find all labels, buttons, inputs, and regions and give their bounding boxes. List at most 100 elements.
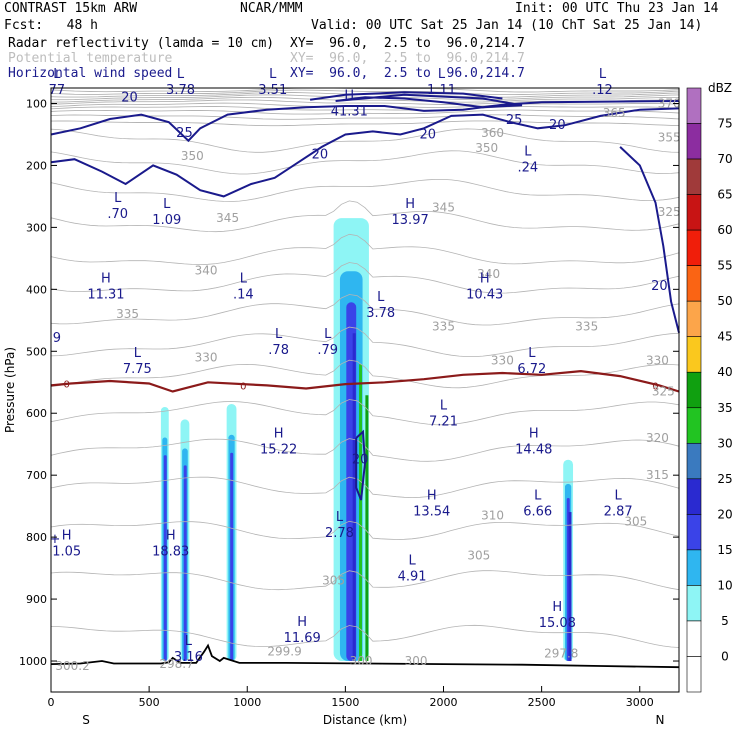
theta-label: 335 <box>575 320 598 334</box>
theta-contour <box>50 399 680 426</box>
theta-contour <box>50 624 680 648</box>
hl-value: 2.78 <box>325 526 354 541</box>
hl-marker: H <box>529 426 539 441</box>
colorbar-swatch <box>686 87 702 124</box>
colorbar-swatch <box>686 478 702 515</box>
theta-label: 325 <box>652 385 675 399</box>
colorbar-label: 75 <box>717 117 732 131</box>
south-label: S <box>82 713 90 727</box>
hl-marker: L <box>438 67 446 82</box>
theta-label: 360 <box>481 126 504 140</box>
theta-label: 355 <box>658 131 681 145</box>
freezing-level: 0 0 0 <box>50 369 680 393</box>
theta-label: 330 <box>646 354 669 368</box>
hl-marker: L <box>269 67 277 82</box>
hl-value: 4.91 <box>398 569 427 584</box>
freezing-level-label: 0 <box>652 381 658 392</box>
hl-marker: L <box>324 327 332 342</box>
wind-contour <box>309 91 503 101</box>
field-theta-xy: XY= 96.0, 2.5 to 96.0,214.7 <box>290 51 525 66</box>
hl-marker: H <box>427 488 437 503</box>
colorbar-label: 25 <box>717 472 732 486</box>
model-title: CONTRAST 15km ARW <box>4 1 138 16</box>
theta-label: 320 <box>646 431 669 445</box>
hl-marker: L <box>599 67 607 82</box>
colorbar-label: 50 <box>717 294 732 308</box>
theta-label: 345 <box>432 201 455 215</box>
hl-marker: L <box>53 67 61 82</box>
hl-value: 15.22 <box>260 442 297 457</box>
x-tick-label: 0 <box>48 696 55 709</box>
reflectivity-cell-3-level-5 <box>365 395 369 662</box>
hl-value: .14 <box>233 287 254 302</box>
colorbar-swatch <box>686 620 702 657</box>
colorbar-swatch <box>686 514 702 551</box>
theta-contour <box>50 570 680 591</box>
hl-marker: H <box>344 89 354 104</box>
hl-value: + <box>49 532 60 547</box>
wind-label: 25 <box>176 126 193 141</box>
theta-label: 299.9 <box>267 645 301 659</box>
colorbar-label: 15 <box>717 543 732 557</box>
wind-contour <box>619 146 680 333</box>
hl-marker: H <box>480 271 490 286</box>
colorbar-swatch <box>686 656 702 693</box>
hl-value: 15.08 <box>539 616 576 631</box>
terrain-line <box>50 643 680 669</box>
x-tick-label: 2500 <box>528 696 556 709</box>
theta-label: 330 <box>195 350 218 364</box>
colorbar-unit: dBZ <box>708 81 732 95</box>
theta-label: 305 <box>624 515 647 529</box>
reflectivity-cell-1-level-2 <box>183 465 187 662</box>
colorbar-swatch <box>686 229 702 266</box>
theta-label: 340 <box>477 267 500 281</box>
y-tick-label: 1000 <box>19 655 47 668</box>
hl-marker: L <box>524 144 532 159</box>
init-time: Init: 00 UTC Thu 23 Jan 14 <box>515 1 719 16</box>
hl-marker: H <box>62 529 72 544</box>
theta-label: 350 <box>181 149 204 163</box>
hl-marker: L <box>177 67 185 82</box>
colorbar-label: 5 <box>721 614 729 628</box>
hl-value: 1.05 <box>52 545 81 560</box>
theta-contour <box>50 179 680 202</box>
colorbar-swatch <box>686 407 702 444</box>
x-tick-label: 1500 <box>331 696 359 709</box>
hl-marker: L <box>528 346 536 361</box>
hl-marker: L <box>440 398 448 413</box>
colorbar-label: 10 <box>717 578 732 592</box>
field-wind-xy: XY= 96.0, 2.5 to 96.0,214.7 <box>290 66 525 81</box>
theta-contour <box>50 326 680 357</box>
colorbar-label: 65 <box>717 188 732 202</box>
theta-label: 335 <box>432 320 455 334</box>
colorbar-label: 70 <box>717 152 732 166</box>
hl-value: .70 <box>107 207 128 222</box>
hl-value: 7.21 <box>429 414 458 429</box>
theta-contours <box>50 87 680 648</box>
colorbar-label: 0 <box>721 649 729 663</box>
colorbar-swatch <box>686 585 702 622</box>
hl-value: 1.09 <box>152 213 181 228</box>
y-tick-label: 100 <box>26 97 47 110</box>
colorbar-swatch <box>686 336 702 373</box>
forecast-hour: Fcst: 48 h <box>4 18 98 33</box>
hl-marker: L <box>240 271 248 286</box>
wind-label: 20 <box>549 118 566 133</box>
freezing-level-label: 0 <box>240 381 246 392</box>
colorbar-swatch <box>686 194 702 231</box>
hl-marker: L <box>163 197 171 212</box>
x-tick-label: 500 <box>139 696 160 709</box>
y-tick-label: 600 <box>26 407 47 420</box>
colorbar-label: 40 <box>717 365 732 379</box>
colorbar-swatch <box>686 300 702 338</box>
theta-label: 310 <box>481 508 504 522</box>
hl-value: 9 <box>53 331 61 346</box>
colorbar: dBZ 0 5 10 15 20 25 30 35 40 45 50 55 60 65 70 75 <box>686 81 733 693</box>
hl-value: 3.16 <box>174 650 203 665</box>
theta-contour <box>50 87 680 93</box>
hl-value: 7.75 <box>123 362 152 377</box>
x-tick-label: 2000 <box>430 696 458 709</box>
hl-value: 2.87 <box>604 504 633 519</box>
wind-contour <box>50 107 680 198</box>
